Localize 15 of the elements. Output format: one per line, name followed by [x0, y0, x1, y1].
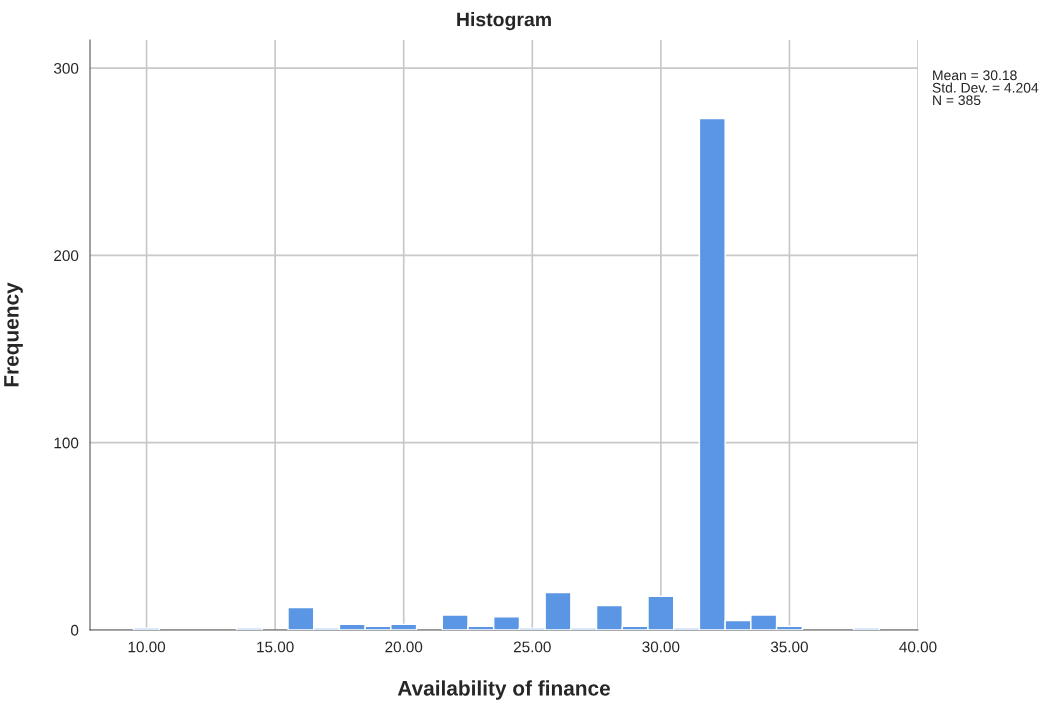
- y-tick-label: 300: [53, 62, 79, 74]
- y-tick-label: 100: [54, 437, 79, 449]
- x-tick-label: 15.00: [257, 641, 294, 653]
- x-tick-label: 40.00: [899, 641, 937, 653]
- chart-title: Histogram: [457, 12, 551, 31]
- x-tick-label: 20.00: [385, 641, 423, 653]
- x-tick-label: 30.00: [642, 641, 680, 653]
- x-axis-title: Availability of finance: [397, 680, 610, 700]
- x-tick-label: 25.00: [513, 641, 551, 653]
- y-axis-title: Frequency: [4, 282, 23, 387]
- x-tick-label: 10.00: [128, 641, 166, 653]
- x-tick-label: 35.00: [770, 641, 808, 653]
- text: Mean = 30.18 Std. Dev. = 4.204 N = 385: [932, 70, 1039, 106]
- y-tick-label: 200: [54, 250, 79, 262]
- y-tick-label: 0: [70, 624, 79, 636]
